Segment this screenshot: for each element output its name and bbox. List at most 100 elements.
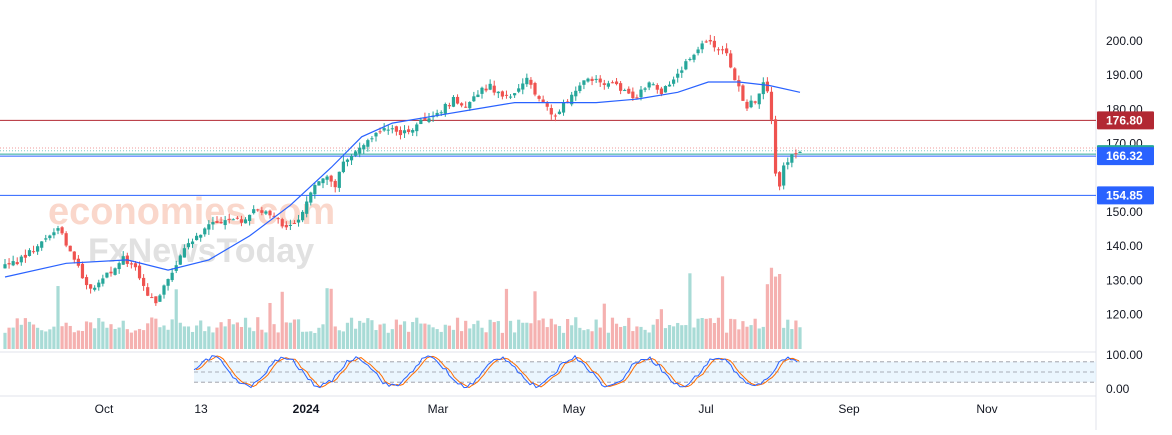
volume-bar [602, 303, 606, 349]
volume-bar [635, 326, 639, 349]
volume-bar [252, 331, 256, 349]
volume-bar [256, 317, 260, 349]
volume-bar [374, 330, 378, 349]
volume-bar [48, 329, 52, 349]
volume-bar [190, 331, 195, 349]
volume-bar [243, 317, 248, 349]
volume-bar [786, 319, 790, 349]
candle-body [394, 126, 398, 132]
candle-body [782, 165, 786, 186]
axes: 200.00190.00180.00170.00150.00140.00130.… [95, 34, 1154, 416]
candle-body [190, 241, 195, 245]
volume-bar [464, 320, 468, 349]
volume-bar [794, 320, 798, 349]
volume-bar [158, 327, 162, 349]
volume-bar [207, 326, 211, 349]
candle-body [235, 217, 239, 219]
candle-body [672, 79, 676, 84]
volume-bar [64, 322, 68, 349]
volume-bar [610, 317, 615, 349]
volume-bar [423, 323, 427, 349]
candle-body [260, 210, 264, 213]
volume-bar [427, 324, 431, 349]
volume-bar [753, 318, 757, 349]
price-tick-label: 200.00 [1106, 34, 1143, 48]
candle-body [521, 83, 525, 90]
candle-body [684, 61, 688, 70]
candle-body [93, 287, 97, 290]
candle-body [663, 86, 668, 93]
candle-body [627, 88, 631, 94]
candle-body [268, 210, 272, 216]
candle-body [40, 241, 44, 248]
candle-body [398, 130, 403, 136]
volume-bar [317, 327, 321, 349]
volume-bar [504, 288, 509, 349]
candle-body [619, 83, 623, 91]
volume-bar [260, 329, 264, 349]
volume-bar [541, 318, 545, 349]
candle-body [207, 224, 211, 230]
candle-body [382, 128, 386, 131]
candle-body [158, 295, 162, 302]
volume-bar [741, 321, 745, 349]
volume-bar [146, 323, 150, 349]
candle-body [529, 79, 533, 85]
price-tick-label: 140.00 [1106, 239, 1143, 253]
volume-bar [215, 327, 219, 349]
level-price-tag-label: 176.80 [1106, 113, 1143, 127]
volume-bar [337, 330, 341, 349]
candle-body [374, 132, 378, 137]
level-lines [0, 119, 1096, 196]
volume-bar [749, 325, 753, 349]
candle-body [606, 83, 610, 87]
volume-bar [15, 318, 19, 349]
volume-bar [76, 330, 80, 349]
candle-body [464, 106, 468, 108]
volume-bar [52, 326, 56, 349]
candle-body [586, 78, 590, 82]
candle-body [64, 233, 68, 246]
candle-body [798, 152, 802, 154]
volume-bar [684, 325, 688, 349]
volume-bar [333, 326, 337, 349]
stochastic-tick-label: 100.00 [1106, 348, 1143, 362]
candle-body [354, 151, 358, 156]
volume-bar [7, 327, 11, 349]
price-tick-label: 120.00 [1106, 308, 1143, 322]
volume-bar [195, 325, 199, 349]
volume-bar [362, 322, 366, 349]
volume-bar [590, 331, 594, 349]
volume-bar [692, 327, 696, 349]
volume-bar [468, 328, 472, 349]
candle-body [496, 91, 500, 94]
candle-body [680, 70, 684, 73]
volume-bar [553, 324, 557, 349]
volume-bar [439, 331, 443, 349]
candle-body [725, 48, 729, 54]
volume-bar [737, 329, 741, 349]
volume-bar [93, 328, 97, 349]
candle-body [142, 277, 146, 286]
candle-body [647, 82, 651, 88]
candle-body [60, 227, 64, 234]
candle-body [435, 112, 439, 117]
volume-bar [44, 331, 48, 349]
volume-bar [121, 320, 125, 349]
volume-bar [447, 325, 451, 349]
volume-bar [137, 328, 142, 349]
candle-body [223, 220, 227, 226]
volume-bar [68, 325, 72, 349]
candle-body [117, 263, 121, 270]
candle-body [272, 215, 276, 217]
candle-body [570, 94, 574, 105]
volume-bar [773, 276, 778, 349]
candle-body [614, 81, 619, 85]
candle-body [325, 176, 329, 180]
candle-body [549, 108, 553, 115]
level-price-tag [1097, 147, 1154, 166]
candle-body [68, 245, 72, 252]
volume-bar [182, 326, 186, 349]
volume-bar [680, 325, 684, 349]
volume-bar [761, 326, 765, 349]
